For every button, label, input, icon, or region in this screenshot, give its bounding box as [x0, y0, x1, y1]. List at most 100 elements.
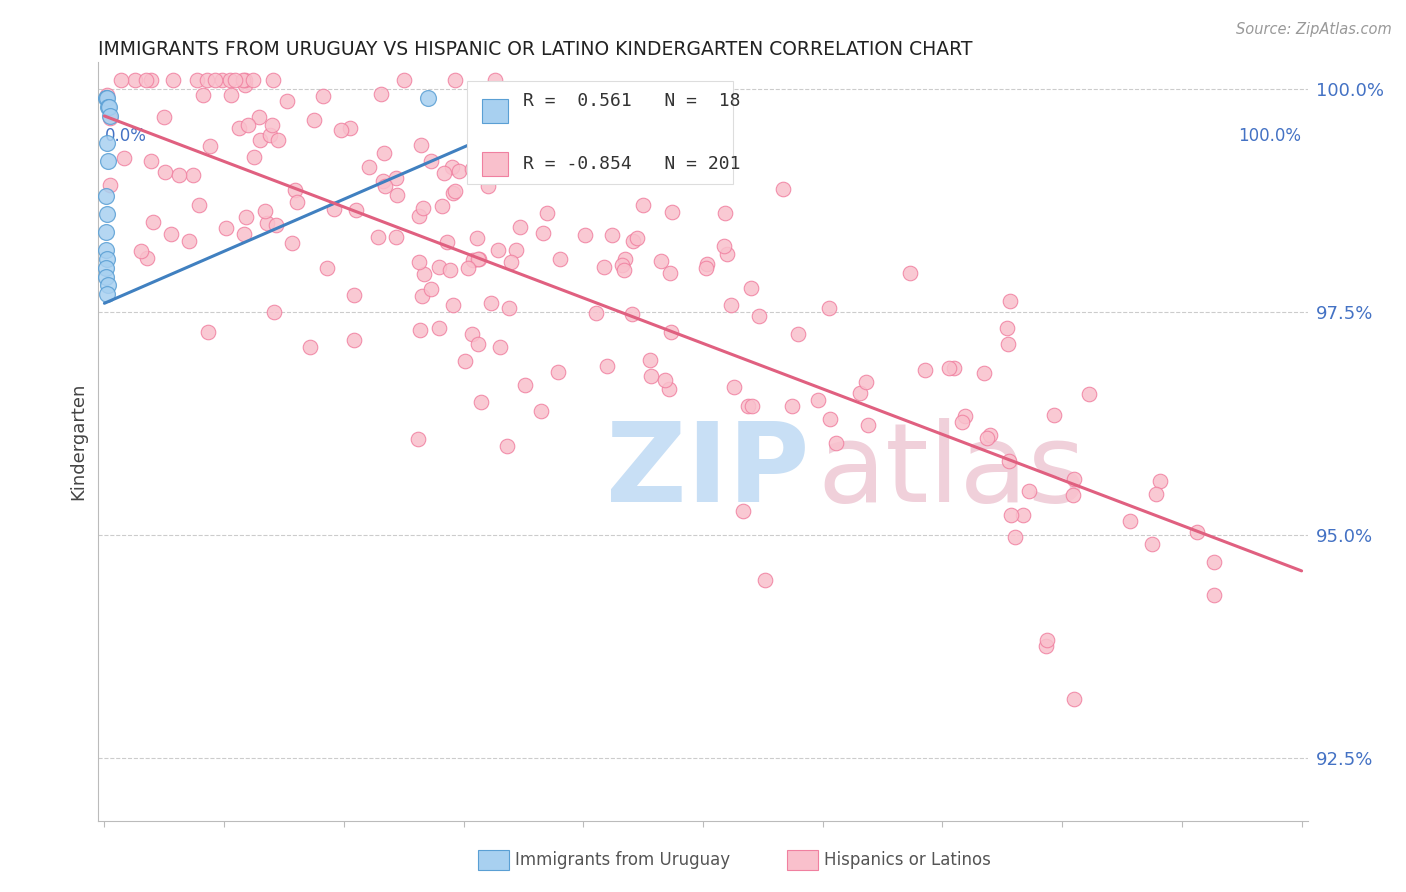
Point	[748, 309, 770, 323]
Point	[97, 278, 120, 293]
Point	[285, 195, 308, 210]
Point	[409, 323, 432, 337]
Point	[501, 255, 523, 269]
Point	[544, 87, 567, 102]
Point	[139, 73, 162, 87]
Point	[547, 365, 569, 379]
Point	[953, 409, 976, 424]
Point	[658, 382, 681, 396]
Point	[997, 337, 1019, 351]
Point	[938, 360, 960, 375]
Point	[392, 73, 415, 87]
Point	[441, 186, 464, 201]
Point	[509, 219, 531, 234]
Point	[695, 261, 717, 276]
Point	[94, 189, 117, 203]
Text: R =  0.561   N =  18: R = 0.561 N = 18	[523, 92, 741, 110]
Point	[640, 368, 662, 383]
Point	[232, 73, 254, 87]
Point	[613, 262, 636, 277]
Point	[96, 287, 118, 301]
Point	[979, 428, 1001, 442]
Point	[135, 251, 157, 265]
Y-axis label: Kindergarten: Kindergarten	[69, 383, 87, 500]
Point	[600, 228, 623, 243]
Point	[124, 73, 146, 87]
Point	[621, 307, 644, 321]
Point	[638, 353, 661, 368]
Point	[720, 297, 742, 311]
Text: Source: ZipAtlas.com: Source: ZipAtlas.com	[1236, 22, 1392, 37]
Point	[858, 418, 880, 433]
Point	[330, 123, 353, 137]
Point	[631, 197, 654, 211]
Point	[855, 375, 877, 389]
Point	[233, 78, 256, 92]
Point	[441, 298, 464, 312]
Point	[247, 110, 270, 124]
Point	[97, 153, 120, 168]
Point	[513, 377, 536, 392]
Point	[585, 306, 607, 320]
Point	[249, 132, 271, 146]
Point	[479, 295, 502, 310]
Point	[411, 288, 433, 302]
Point	[530, 404, 553, 418]
Point	[1185, 524, 1208, 539]
Point	[733, 503, 755, 517]
Point	[427, 260, 450, 274]
Text: 0.0%: 0.0%	[104, 127, 146, 145]
Point	[612, 258, 634, 272]
Point	[406, 432, 429, 446]
Point	[374, 178, 396, 193]
Point	[409, 138, 432, 153]
Point	[436, 235, 458, 249]
Point	[135, 73, 157, 87]
Point	[1202, 589, 1225, 603]
Point	[772, 182, 794, 196]
Point	[186, 73, 208, 87]
Point	[1144, 486, 1167, 500]
Point	[94, 225, 117, 239]
Point	[413, 267, 436, 281]
Point	[177, 234, 200, 248]
Point	[385, 171, 408, 186]
Point	[637, 143, 659, 157]
Text: 100.0%: 100.0%	[1239, 127, 1302, 145]
Point	[219, 73, 242, 87]
Point	[96, 136, 118, 150]
Point	[1202, 555, 1225, 569]
Point	[461, 326, 484, 341]
Point	[1062, 487, 1084, 501]
Point	[444, 184, 467, 198]
Point	[1063, 472, 1085, 486]
Point	[373, 145, 395, 160]
Point	[531, 226, 554, 240]
Point	[262, 73, 284, 87]
Point	[280, 235, 302, 250]
Point	[139, 154, 162, 169]
Point	[463, 161, 485, 175]
Point	[153, 165, 176, 179]
Point	[430, 199, 453, 213]
Point	[498, 301, 520, 315]
Text: ZIP: ZIP	[606, 418, 810, 525]
Point	[263, 305, 285, 319]
Point	[505, 244, 527, 258]
Point	[260, 118, 283, 132]
Point	[367, 230, 389, 244]
Point	[94, 243, 117, 257]
Point	[467, 337, 489, 351]
Point	[96, 207, 118, 221]
Point	[195, 73, 218, 87]
Point	[284, 183, 307, 197]
Point	[94, 260, 117, 275]
Point	[112, 151, 135, 165]
Point	[419, 282, 441, 296]
Point	[787, 327, 810, 342]
Point	[142, 215, 165, 229]
Point	[467, 252, 489, 266]
Point	[1077, 387, 1099, 401]
Point	[98, 178, 121, 193]
Point	[626, 231, 648, 245]
